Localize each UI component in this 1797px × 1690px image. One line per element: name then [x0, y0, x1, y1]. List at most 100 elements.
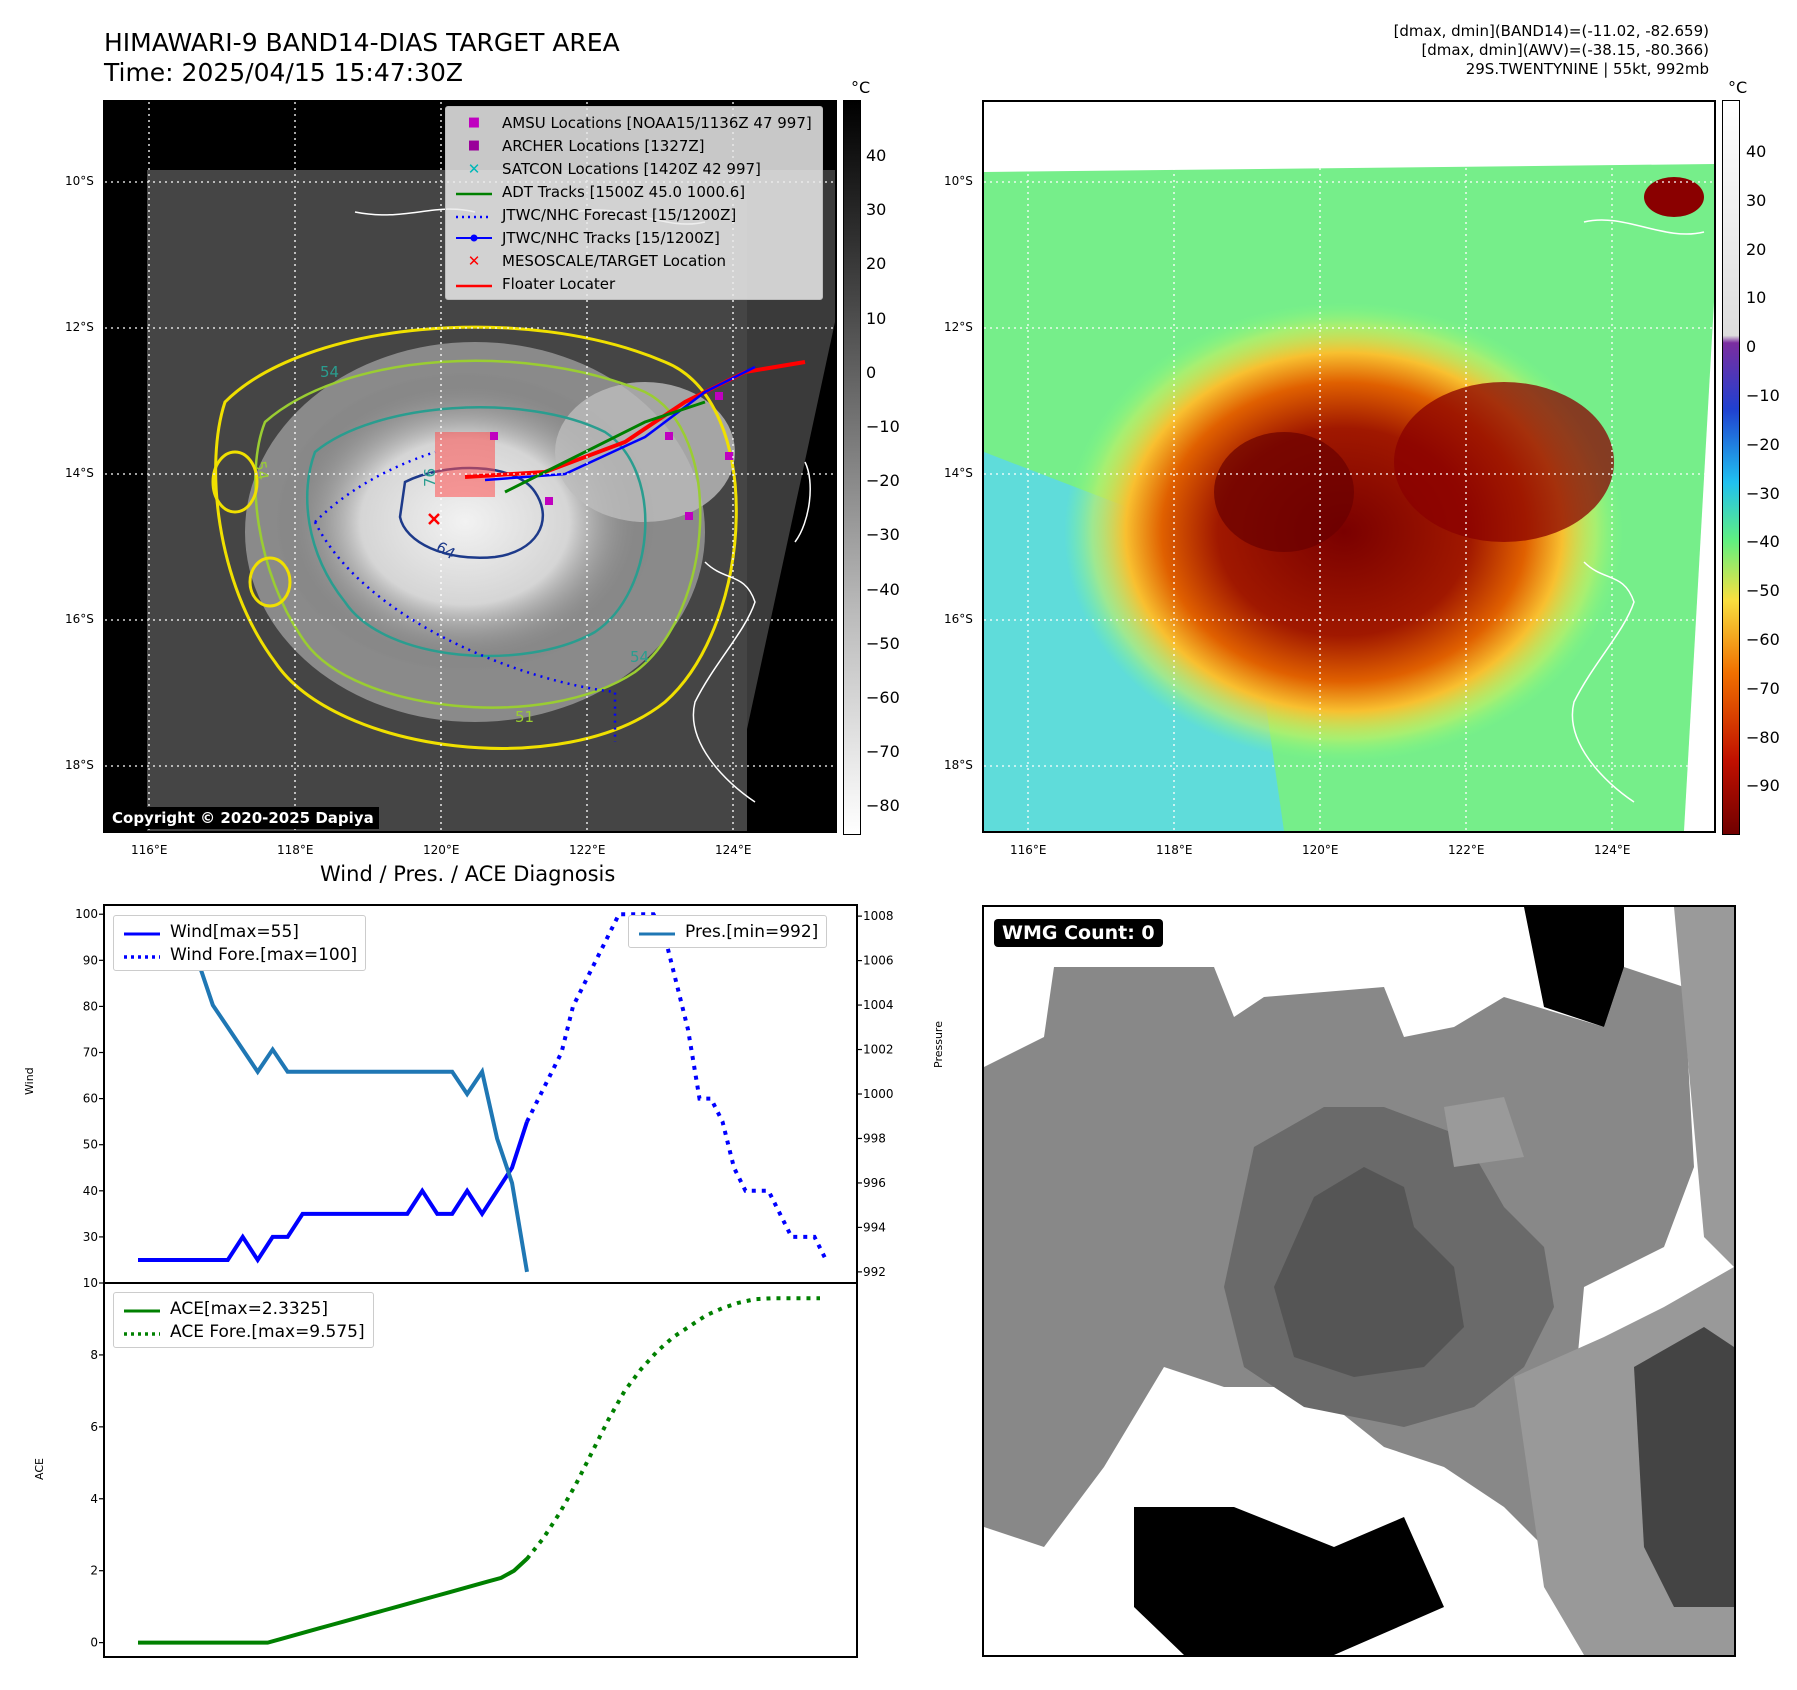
wind-plot: 100 90 80 70 60 50 40 30	[75, 907, 828, 1264]
legend-item-satcon: ✕ SATCON Locations [1420Z 42 997]	[454, 157, 814, 180]
colorbar-tick: −20	[866, 471, 900, 491]
colorbar-tick: −80	[1746, 727, 1780, 747]
y-tick-label: 60	[83, 1092, 98, 1106]
colorbar-tick: 0	[866, 362, 877, 382]
page-title: HIMAWARI-9 BAND14-DIAS TARGET AREA	[104, 28, 620, 57]
y-tick-label: 50	[83, 1138, 98, 1152]
y-tick-label: 10	[83, 1276, 98, 1290]
legend-item-wind: Wind[max=55]	[122, 920, 357, 943]
y-tick-label: 996	[863, 1176, 886, 1190]
lon-label: 124°E	[715, 843, 752, 857]
colorbar-tick: −50	[1746, 581, 1780, 601]
colorbar-tick: −10	[1746, 386, 1780, 405]
colorbar-tick: 10	[866, 308, 887, 328]
amsu-marker	[545, 497, 553, 505]
colorbar-tick: −30	[866, 525, 900, 545]
awv-band	[1394, 382, 1614, 542]
colorbar-tick: 40	[1746, 142, 1767, 161]
legend-item-archer: ■ ARCHER Locations [1327Z]	[454, 134, 814, 157]
amsu-marker	[665, 432, 673, 440]
colorbar-unit: °C	[1728, 78, 1748, 97]
legend-item-adt: ADT Tracks [1500Z 45.0 1000.6]	[454, 180, 814, 203]
coastlines	[1571, 219, 1705, 803]
y-tick-label: 40	[83, 1184, 98, 1198]
line-icon	[122, 923, 162, 941]
wmg-eye	[1444, 1097, 1524, 1167]
contour-isle2	[248, 556, 292, 608]
lat-label: 10°S	[944, 174, 973, 188]
copyright: Copyright © 2020-2025 Dapiya	[107, 807, 379, 829]
awv-map-panel	[982, 100, 1716, 833]
y-tick-label: 1000	[863, 1087, 894, 1101]
lat-label: 18°S	[944, 758, 973, 772]
lat-label: 14°S	[65, 466, 94, 480]
y-tick-label: 1006	[863, 954, 894, 968]
header-right: [dmax, dmin](BAND14)=(-11.02, -82.659) […	[1394, 22, 1709, 79]
y-tick-label: 100	[75, 907, 98, 921]
contour-label: 54	[251, 460, 272, 482]
legend-item-wind-fore: Wind Fore.[max=100]	[122, 943, 357, 966]
ace-line	[138, 1557, 529, 1645]
wmg-black-band	[1134, 1507, 1444, 1655]
colorbar-tick: −60	[866, 688, 900, 707]
ace-plot: 10 8 6 4 2 0	[83, 1276, 820, 1650]
wmg-dark-core	[1274, 1167, 1464, 1377]
colorbar-tick: −90	[1746, 776, 1780, 796]
wmg-svg	[984, 907, 1734, 1655]
lon-label: 118°E	[1156, 843, 1193, 857]
wmg-top-black	[1524, 907, 1624, 1027]
band14-range: [dmax, dmin](BAND14)=(-11.02, -82.659)	[1393, 22, 1709, 40]
wind-forecast-line	[525, 912, 828, 1261]
wmg-count-badge: WMG Count: 0	[994, 919, 1163, 947]
awv-core	[1214, 432, 1354, 552]
amsu-marker	[685, 512, 693, 520]
contour-label: 76	[421, 468, 439, 487]
y-tick-label: 998	[863, 1131, 886, 1145]
dotted-line-icon	[122, 946, 162, 964]
lat-label: 18°S	[65, 758, 94, 772]
ir-map-panel: 54 76 64 54 51 54 ■ AMSU Locations [NOAA1…	[103, 100, 837, 833]
colorbar-tick: −20	[1746, 434, 1780, 454]
amsu-marker	[715, 392, 723, 400]
line-dot-icon	[454, 229, 494, 247]
colorbar-tick: −70	[866, 742, 900, 762]
legend-item-forecast: JTWC/NHC Forecast [15/1200Z]	[454, 203, 814, 226]
colorbar-tick: −50	[866, 633, 900, 653]
y-tick-label: 6	[90, 1420, 98, 1434]
legend-item-tracks: JTWC/NHC Tracks [15/1200Z]	[454, 226, 814, 249]
y-tick-label: 994	[863, 1220, 886, 1234]
colorbar-tick: 10	[1746, 288, 1767, 308]
lon-label: 124°E	[1594, 843, 1631, 857]
ace-forecast-line	[525, 1296, 820, 1561]
colorbar-tick: −30	[1746, 483, 1780, 503]
time-stamp: Time: 2025/04/15 15:47:30Z	[104, 58, 463, 87]
awv-map-svg	[984, 102, 1714, 831]
colorbar-tick: 40	[866, 146, 887, 165]
y-tick-label: 90	[83, 953, 98, 967]
x-icon: ✕	[467, 159, 481, 178]
lon-label: 120°E	[1302, 843, 1339, 857]
pressure-plot: 1008 1006 1004 1002 1000 998 996 994 992	[136, 909, 894, 1279]
line-icon	[454, 275, 494, 293]
pressure-legend: Pres.[min=992]	[628, 915, 828, 948]
colorbar-tick: 0	[1746, 337, 1757, 357]
y-tick-label: 1002	[863, 1043, 894, 1057]
mesoscale-target-marker	[428, 513, 440, 525]
lon-label: 116°E	[131, 843, 168, 857]
legend-item-floater: Floater Locater	[454, 272, 814, 295]
wmg-panel: WMG Count: 0	[982, 905, 1736, 1657]
square-icon: ■	[467, 138, 481, 153]
y-tick-label: 30	[83, 1230, 98, 1244]
lat-label: 12°S	[65, 320, 94, 334]
contour-yellow	[214, 325, 738, 750]
colorbar-tick: −60	[1746, 630, 1780, 649]
lat-label: 14°S	[944, 466, 973, 480]
line-icon	[454, 183, 494, 201]
storm-info: 29S.TWENTYNINE | 55kt, 992mb	[1465, 60, 1709, 78]
colorbar-right	[1722, 100, 1740, 835]
amsu-marker	[490, 432, 498, 440]
colorbar-tick: −40	[866, 579, 900, 599]
contour-label: 54	[630, 648, 649, 666]
amsu-marker	[725, 452, 733, 460]
dotted-line-icon	[122, 1323, 162, 1341]
